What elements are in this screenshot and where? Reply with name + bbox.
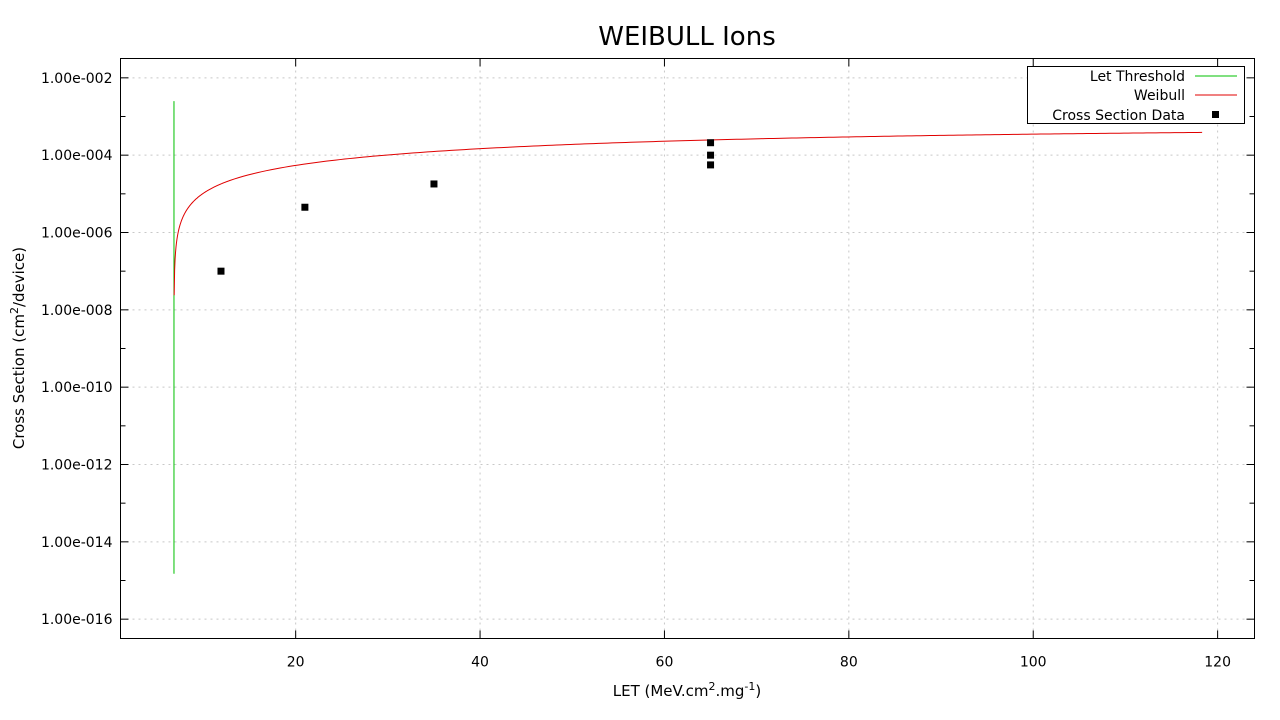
chart-title: WEIBULL Ions (598, 22, 776, 52)
x-axis-label: LET (MeV.cm2.mg-1) (613, 680, 761, 700)
x-tick-label: 100 (1020, 655, 1047, 671)
y-tick-label: 1.00e-008 (41, 303, 113, 319)
x-tick-label: 120 (1204, 655, 1231, 671)
y-tick-label: 1.00e-010 (41, 380, 113, 396)
x-tick-label: 60 (656, 655, 674, 671)
y-tick-label: 1.00e-012 (41, 458, 113, 474)
y-tick-label: 1.00e-004 (41, 148, 113, 164)
data-point (707, 139, 715, 147)
tick-layer: 20 40 60 80 100 120 1.00e-002 1.00e-004 1.00e-00… (41, 58, 1255, 671)
series-layer (173, 101, 1203, 574)
data-point (301, 203, 309, 211)
data-point (430, 180, 438, 188)
legend-label-weibull: Weibull (1134, 88, 1185, 104)
legend-swatch-cross-section-data (1212, 111, 1219, 118)
plot-frame (120, 58, 1255, 639)
x-tick-label: 20 (287, 655, 305, 671)
data-point (707, 161, 715, 169)
data-point (707, 151, 715, 159)
y-tick-label: 1.00e-014 (41, 535, 113, 551)
x-tick-label: 80 (840, 655, 858, 671)
grid-layer (120, 58, 1255, 639)
legend-label-cross-section-data: Cross Section Data (1052, 108, 1185, 124)
y-tick-label: 1.00e-016 (41, 612, 113, 628)
y-tick-label: 1.00e-006 (41, 226, 113, 242)
legend-label-threshold: Let Threshold (1090, 69, 1185, 85)
data-point (217, 267, 225, 275)
legend: Let Threshold Weibull Cross Section Data (1027, 66, 1245, 124)
x-tick-label: 40 (471, 655, 489, 671)
y-tick-label: 1.00e-002 (41, 71, 113, 87)
series-weibull-curve (173, 131, 1203, 296)
y-axis-label: Cross Section (cm2/device) (8, 247, 28, 449)
